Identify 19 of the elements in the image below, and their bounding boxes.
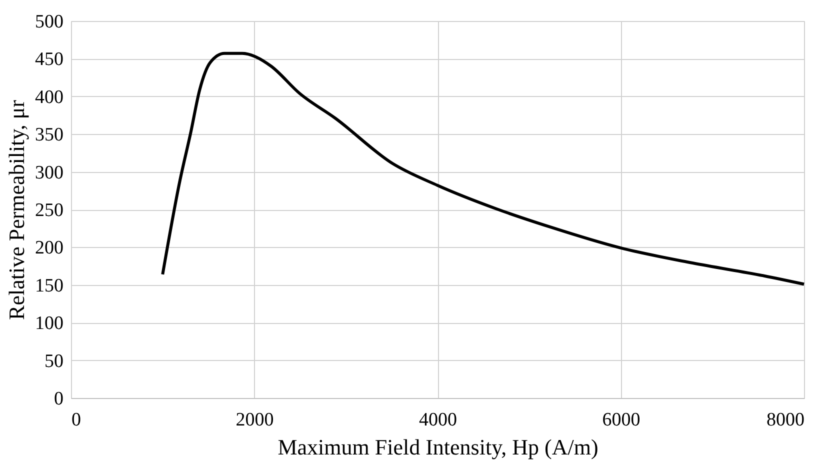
line-series (161, 52, 806, 286)
x-tick-label: 8000 (766, 410, 804, 430)
y-tick-label: 450 (35, 49, 64, 70)
y-tick-label: 100 (35, 313, 64, 334)
y-tick-label: 150 (35, 275, 64, 296)
y-tick-label: 200 (35, 238, 64, 259)
y-tick-label: 350 (35, 124, 64, 146)
y-tick-label: 0 (54, 388, 64, 410)
x-tick-label: 4000 (419, 410, 457, 430)
y-axis-title: Relative Permeability, μr (4, 99, 29, 320)
x-tick-label: 2000 (236, 410, 274, 430)
y-tick-label: 250 (35, 200, 64, 221)
y-tick-label: 50 (44, 350, 64, 372)
y-tick-label: 500 (35, 12, 64, 32)
y-tick-label: 400 (35, 86, 64, 108)
x-axis-title: Maximum Field Intensity, Hp (A/m) (278, 434, 598, 460)
y-tick-label: 300 (35, 162, 64, 184)
x-tick-label: 6000 (602, 410, 640, 430)
x-tick-label: 0 (72, 410, 81, 430)
